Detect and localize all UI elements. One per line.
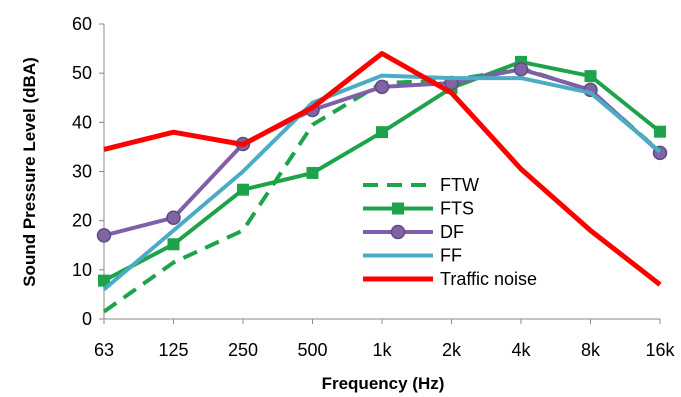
ff-line [102, 73, 662, 292]
fts-point [98, 274, 110, 287]
fts-point [167, 238, 180, 251]
legend-item-ftw: FTW [363, 175, 479, 195]
series-fts [98, 55, 666, 287]
df-point [374, 79, 390, 95]
x-tick-label: 2k [442, 340, 462, 360]
fts-point [237, 183, 249, 196]
x-tick-label: 63 [94, 340, 114, 360]
y-tick-label: 30 [72, 162, 92, 182]
legend-item-ff: FF [363, 246, 462, 266]
fts-line [103, 59, 662, 283]
legend-label: FTW [440, 175, 479, 195]
x-tick-label: 4k [511, 340, 531, 360]
x-tick-label: 1k [372, 340, 392, 360]
x-tick-label: 125 [158, 340, 188, 360]
legend-label: FF [440, 246, 462, 266]
legend-label: FTS [440, 199, 474, 219]
fts-point [306, 166, 319, 179]
y-tick-label: 40 [72, 112, 92, 132]
series-ftw [102, 66, 662, 314]
y-tick-label: 10 [72, 260, 92, 280]
y-tick-label: 50 [72, 63, 92, 83]
df-legend-marker [390, 224, 406, 240]
legend-item-fts: FTS [363, 199, 474, 219]
axes [103, 24, 660, 320]
legend-item-traffic-noise: Traffic noise [363, 269, 537, 289]
traffic-noise-line [103, 51, 662, 287]
y-tick-label: 0 [82, 309, 92, 329]
legend-label: DF [440, 222, 464, 242]
y-axis-title: Sound Pressure Level (dBA) [20, 57, 39, 287]
series-layer [96, 51, 668, 314]
df-point [96, 228, 112, 243]
fts-point [654, 125, 666, 138]
y-tick-label: 60 [72, 14, 92, 34]
x-tick-label: 250 [228, 340, 258, 360]
y-tick-label: 20 [72, 211, 92, 231]
x-tick-label: 16k [645, 340, 675, 360]
legend: FTW FTS DF FF Traffic noise [363, 175, 537, 289]
ftw-line [102, 66, 662, 314]
legend-label: Traffic noise [440, 269, 537, 289]
ticks: 0 10 20 30 40 50 60 63 125 250 500 1k 2k 4k 8k 16k [72, 14, 676, 360]
series-ff [102, 73, 662, 292]
fts-point [584, 70, 597, 83]
df-point [513, 61, 529, 77]
series-traffic-noise [103, 51, 662, 287]
fts-legend-marker [392, 202, 404, 215]
df-point [166, 210, 181, 225]
x-tick-label: 8k [581, 340, 601, 360]
legend-item-df: DF [363, 222, 464, 242]
x-axis-title: Frequency (Hz) [322, 374, 445, 393]
x-tick-label: 500 [297, 340, 327, 360]
fts-point [376, 126, 388, 139]
